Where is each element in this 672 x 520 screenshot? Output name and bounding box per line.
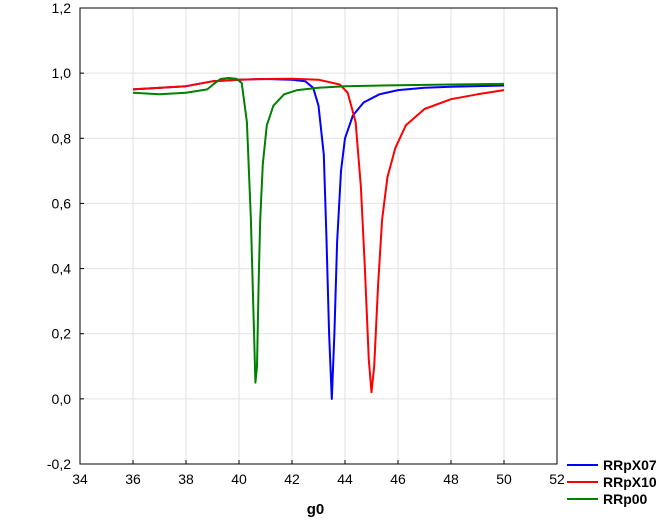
series-line-rrp00 — [132, 77, 505, 384]
x-tick-label: 50 — [496, 471, 512, 487]
y-tick-label: 0,6 — [52, 195, 72, 211]
y-tick-label: 1,2 — [52, 0, 72, 16]
legend-label-rrpx10: RRpX10 — [603, 474, 657, 490]
y-tick-label: 0,8 — [52, 130, 72, 146]
y-tick-labels: -0,2 0,0 0,2 0,4 0,6 0,8 1,0 1,2 — [47, 0, 84, 472]
x-tick-label: 42 — [284, 471, 300, 487]
x-tick-label: 38 — [178, 471, 194, 487]
x-tick-label: 34 — [72, 471, 88, 487]
x-tick-label: 40 — [231, 471, 247, 487]
series-line-rrpx10 — [132, 77, 505, 394]
x-tick-label: 36 — [125, 471, 141, 487]
x-tick-label: 52 — [549, 471, 565, 487]
y-tick-label: 0,4 — [52, 261, 72, 277]
y-tick-label: -0,2 — [47, 456, 71, 472]
x-axis-title: g0 — [307, 501, 325, 518]
grid — [80, 8, 557, 464]
x-tick-label: 44 — [337, 471, 353, 487]
series-lines — [132, 77, 505, 400]
x-tick-label: 46 — [390, 471, 406, 487]
legend-label-rrp00: RRp00 — [603, 491, 648, 507]
y-tick-label: 1,0 — [52, 65, 72, 81]
x-tick-labels: 34 36 38 40 42 44 46 48 50 52 — [72, 460, 565, 487]
legend-label-rrpx07: RRpX07 — [603, 457, 657, 473]
y-tick-label: 0,2 — [52, 326, 72, 342]
x-tick-label: 48 — [443, 471, 459, 487]
plot-frame — [79, 7, 558, 465]
series-line-rrpx07 — [132, 78, 505, 400]
y-tick-label: 0,0 — [52, 391, 72, 407]
